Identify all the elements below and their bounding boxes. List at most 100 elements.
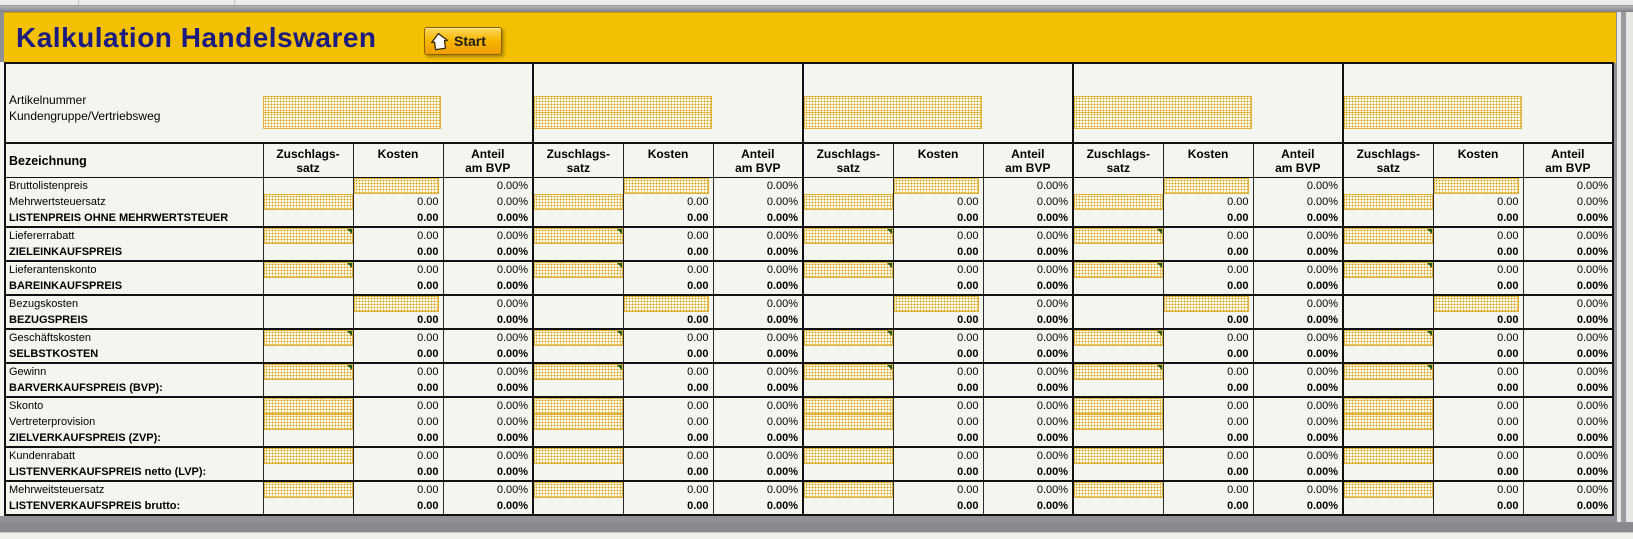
kosten-cell[interactable]: [352, 295, 443, 312]
zuschlagssatz-cell[interactable]: [532, 414, 624, 430]
dotted-input-cell[interactable]: [805, 398, 893, 414]
zuschlagssatz-cell[interactable]: [1342, 414, 1434, 430]
zuschlagssatz-cell[interactable]: [802, 194, 894, 210]
zuschlagssatz-cell[interactable]: [1072, 447, 1164, 464]
dotted-input-cell[interactable]: [535, 262, 623, 278]
dotted-input-cell[interactable]: [1075, 398, 1163, 414]
kundengruppe-input[interactable]: [805, 113, 983, 129]
dotted-input-cell[interactable]: [535, 448, 623, 464]
zuschlagssatz-cell[interactable]: [262, 397, 353, 414]
zuschlagssatz-cell[interactable]: [262, 227, 353, 244]
dotted-input-cell[interactable]: [1075, 482, 1163, 498]
zuschlagssatz-cell[interactable]: [1072, 227, 1164, 244]
zuschlagssatz-cell[interactable]: [1072, 397, 1164, 414]
dotted-input-cell[interactable]: [264, 262, 353, 278]
zuschlagssatz-cell[interactable]: [262, 329, 353, 346]
dotted-input-cell[interactable]: [264, 482, 353, 498]
dotted-input-cell[interactable]: [805, 228, 893, 244]
dotted-input-cell[interactable]: [535, 228, 623, 244]
zuschlagssatz-cell[interactable]: [262, 481, 353, 498]
zuschlagssatz-cell[interactable]: [1342, 481, 1434, 498]
zuschlagssatz-cell[interactable]: [532, 194, 624, 210]
zuschlagssatz-cell[interactable]: [532, 261, 624, 278]
dotted-input-cell[interactable]: [1345, 330, 1433, 346]
zuschlagssatz-cell[interactable]: [1342, 397, 1434, 414]
dotted-input-cell[interactable]: [535, 398, 623, 414]
start-button[interactable]: Start: [424, 27, 502, 55]
dotted-input-cell[interactable]: [535, 330, 623, 346]
zuschlagssatz-cell[interactable]: [802, 227, 894, 244]
dotted-input-cell[interactable]: [1345, 414, 1433, 430]
kosten-cell[interactable]: [622, 177, 714, 194]
dotted-input-cell[interactable]: [1075, 262, 1163, 278]
dotted-input-cell[interactable]: [1075, 194, 1163, 210]
zuschlagssatz-cell[interactable]: [1342, 261, 1434, 278]
zuschlagssatz-cell[interactable]: [1072, 261, 1164, 278]
zuschlagssatz-cell[interactable]: [262, 414, 353, 430]
dotted-input-cell[interactable]: [894, 296, 979, 312]
dotted-input-cell[interactable]: [264, 194, 353, 210]
zuschlagssatz-cell[interactable]: [1342, 194, 1434, 210]
dotted-input-cell[interactable]: [1075, 364, 1163, 380]
dotted-input-cell[interactable]: [1345, 448, 1433, 464]
zuschlagssatz-cell[interactable]: [532, 447, 624, 464]
zuschlagssatz-cell[interactable]: [262, 447, 353, 464]
dotted-input-cell[interactable]: [1345, 398, 1433, 414]
zuschlagssatz-cell[interactable]: [532, 397, 624, 414]
dotted-input-cell[interactable]: [535, 194, 623, 210]
kosten-cell[interactable]: [892, 177, 984, 194]
dotted-input-cell[interactable]: [354, 178, 439, 194]
kundengruppe-input[interactable]: [535, 113, 713, 129]
zuschlagssatz-cell[interactable]: [1072, 481, 1164, 498]
zuschlagssatz-cell[interactable]: [1072, 329, 1164, 346]
zuschlagssatz-cell[interactable]: [262, 261, 353, 278]
dotted-input-cell[interactable]: [264, 228, 353, 244]
zuschlagssatz-cell[interactable]: [1072, 194, 1164, 210]
zuschlagssatz-cell[interactable]: [262, 194, 353, 210]
zuschlagssatz-cell[interactable]: [802, 447, 894, 464]
dotted-input-cell[interactable]: [1345, 262, 1433, 278]
kosten-cell[interactable]: [1432, 295, 1524, 312]
kundengruppe-input[interactable]: [1075, 113, 1253, 129]
dotted-input-cell[interactable]: [264, 364, 353, 380]
dotted-input-cell[interactable]: [1075, 228, 1163, 244]
zuschlagssatz-cell[interactable]: [802, 481, 894, 498]
zuschlagssatz-cell[interactable]: [802, 261, 894, 278]
dotted-input-cell[interactable]: [1434, 178, 1519, 194]
dotted-input-cell[interactable]: [535, 414, 623, 430]
dotted-input-cell[interactable]: [1345, 194, 1433, 210]
dotted-input-cell[interactable]: [805, 414, 893, 430]
artikelnummer-input[interactable]: [535, 96, 713, 113]
dotted-input-cell[interactable]: [1345, 364, 1433, 380]
dotted-input-cell[interactable]: [805, 330, 893, 346]
zuschlagssatz-cell[interactable]: [532, 329, 624, 346]
dotted-input-cell[interactable]: [894, 178, 979, 194]
zuschlagssatz-cell[interactable]: [1342, 363, 1434, 380]
zuschlagssatz-cell[interactable]: [262, 363, 353, 380]
kosten-cell[interactable]: [892, 295, 984, 312]
dotted-input-cell[interactable]: [1075, 414, 1163, 430]
dotted-input-cell[interactable]: [354, 296, 439, 312]
artikelnummer-input[interactable]: [1075, 96, 1253, 113]
dotted-input-cell[interactable]: [805, 448, 893, 464]
dotted-input-cell[interactable]: [1075, 448, 1163, 464]
kundengruppe-input[interactable]: [1345, 113, 1523, 129]
dotted-input-cell[interactable]: [264, 398, 353, 414]
artikelnummer-input[interactable]: [805, 96, 983, 113]
dotted-input-cell[interactable]: [1164, 296, 1249, 312]
zuschlagssatz-cell[interactable]: [1342, 447, 1434, 464]
dotted-input-cell[interactable]: [1345, 482, 1433, 498]
dotted-input-cell[interactable]: [264, 448, 353, 464]
zuschlagssatz-cell[interactable]: [532, 363, 624, 380]
dotted-input-cell[interactable]: [535, 364, 623, 380]
dotted-input-cell[interactable]: [264, 414, 353, 430]
kundengruppe-input[interactable]: [263, 113, 441, 129]
zuschlagssatz-cell[interactable]: [1072, 363, 1164, 380]
kosten-cell[interactable]: [622, 295, 714, 312]
dotted-input-cell[interactable]: [1164, 178, 1249, 194]
dotted-input-cell[interactable]: [805, 482, 893, 498]
zuschlagssatz-cell[interactable]: [1342, 329, 1434, 346]
dotted-input-cell[interactable]: [535, 482, 623, 498]
dotted-input-cell[interactable]: [1434, 296, 1519, 312]
artikelnummer-input[interactable]: [263, 96, 441, 113]
